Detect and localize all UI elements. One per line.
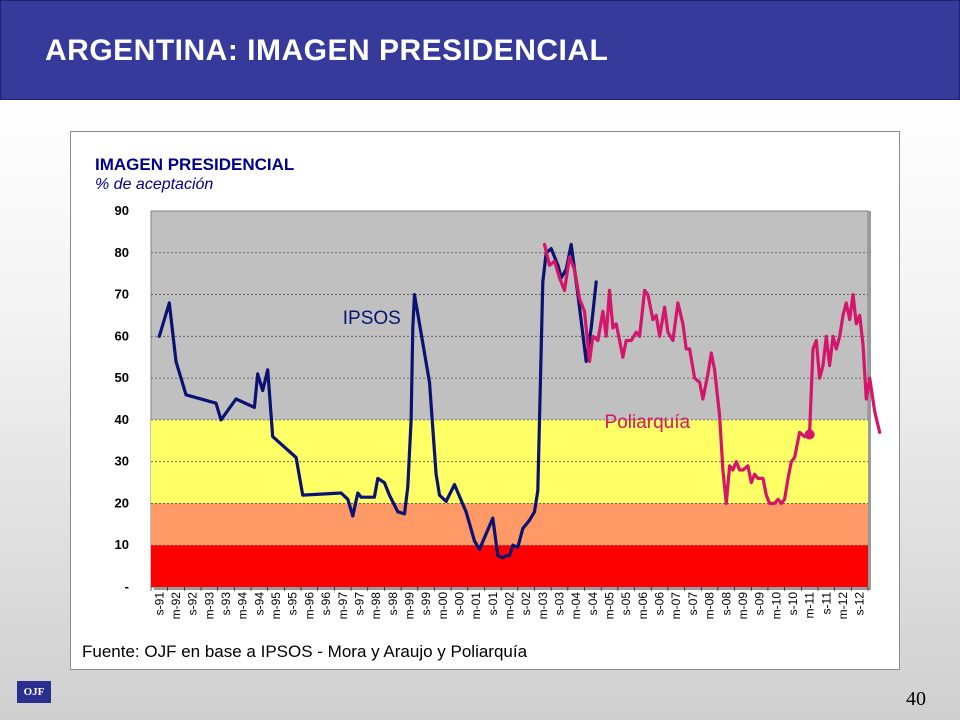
plot-shadow-right [868,211,871,590]
x-tick-label: s-11 [819,592,833,615]
plot-shadow-bottom [154,587,871,590]
x-tick-label: m-11 [803,592,817,619]
x-tick-label: m-10 [769,592,783,620]
x-tick-label: m-00 [436,592,450,620]
y-tick-label: - [125,579,129,594]
x-tick-label: s-94 [252,592,266,616]
y-tick-label: 90 [115,203,129,218]
chart-title: IMAGEN PRESIDENCIAL [95,155,295,174]
x-tick-label: s-01 [486,592,500,616]
x-tick-label: s-91 [152,592,166,616]
x-tick-label: m-98 [369,592,383,620]
x-tick-label: m-95 [269,592,283,620]
series-label-poliarquia: Poliarquía [605,412,691,433]
x-tick-label: s-04 [586,592,600,616]
x-tick-label: m-02 [503,592,517,620]
x-tick-label: s-00 [452,592,466,616]
y-tick-label: 70 [115,287,129,302]
x-tick-label: m-09 [736,592,750,620]
x-tick-label: m-04 [569,592,583,620]
x-tick-label: m-97 [336,592,350,620]
y-tick-label: 30 [115,454,129,469]
x-tick-label: s-10 [786,592,800,616]
x-tick-label: s-98 [386,592,400,616]
x-tick-label: m-03 [536,592,550,620]
series-marker [804,429,815,440]
x-tick-label: m-92 [169,592,183,620]
x-tick-label: s-03 [553,592,567,616]
x-tick-label: s-05 [619,592,633,616]
x-tick-label: s-99 [419,592,433,616]
x-tick-label: s-12 [853,592,867,616]
series-line-ipsos [157,242,598,560]
x-tick-label: s-95 [286,592,300,616]
y-tick-label: 40 [115,412,129,427]
x-tick-label: s-02 [519,592,533,616]
chart-source: Fuente: OJF en base a IPSOS - Mora y Ara… [82,642,528,661]
band-1 [151,503,868,546]
x-tick-label: s-09 [753,592,767,616]
x-tick-label: m-93 [202,592,216,620]
y-tick-label: 80 [115,245,129,260]
x-tick-label: s-08 [719,592,733,616]
x-tick-label: m-05 [603,592,617,620]
x-tick-label: m-96 [302,592,316,620]
x-tick-label: s-06 [653,592,667,616]
x-tick-label: s-96 [319,592,333,616]
page-title: ARGENTINA: IMAGEN PRESIDENCIAL [45,34,609,67]
x-tick-label: m-12 [836,592,850,620]
x-tick-label: m-07 [669,592,683,620]
series-line-poliarquia [542,242,882,505]
page-number: 40 [906,688,926,710]
y-tick-label: 20 [115,495,129,510]
y-tick-label: 50 [115,370,129,385]
chart-subtitle: % de aceptación [95,176,214,193]
x-tick-label: m-94 [236,592,250,620]
series-label-ipsos: IPSOS [343,308,401,329]
x-tick-label: m-99 [402,592,416,620]
x-tick-label: m-01 [469,592,483,620]
x-tick-label: m-06 [636,592,650,620]
y-tick-label: 60 [115,328,129,343]
x-tick-label: s-93 [219,592,233,616]
x-tick-label: s-97 [352,592,366,616]
x-tick-label: s-07 [686,592,700,616]
x-tick-label: s-92 [186,592,200,616]
ojf-logo: OJF [17,681,51,703]
y-tick-label: 10 [115,537,129,552]
x-tick-label: m-08 [703,592,717,620]
header-bar: ARGENTINA: IMAGEN PRESIDENCIAL [0,0,960,100]
